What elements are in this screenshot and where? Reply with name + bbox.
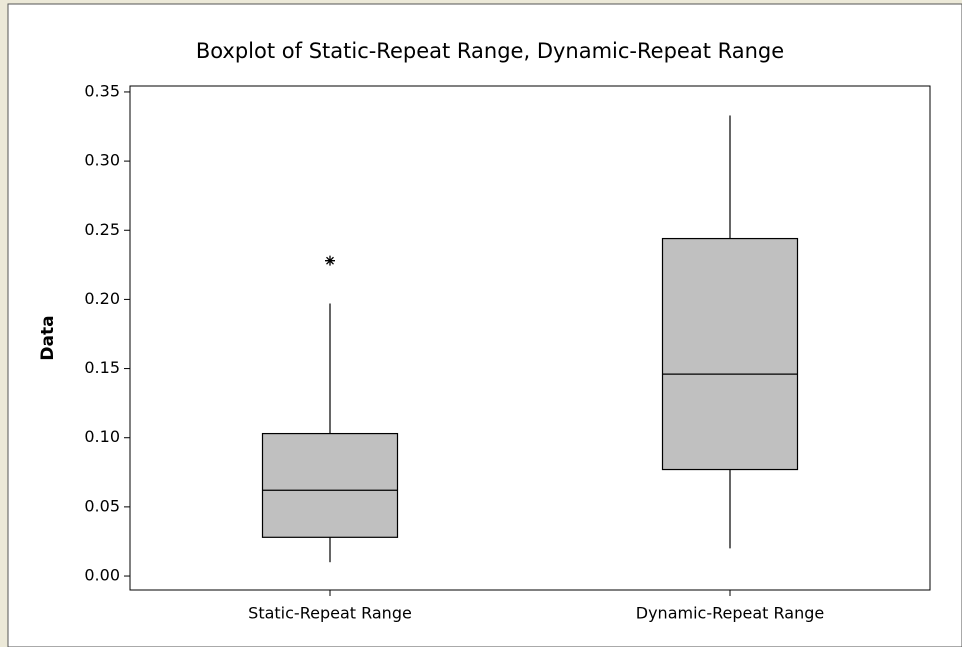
box xyxy=(261,432,399,538)
y-tick-label: 0.30 xyxy=(84,151,120,170)
chart-title: Boxplot of Static-Repeat Range, Dynamic-… xyxy=(196,39,784,63)
plot-frame xyxy=(129,85,931,591)
y-tick-label: 0.00 xyxy=(84,566,120,585)
y-tick-label: 0.20 xyxy=(84,289,120,308)
x-tick-label: Dynamic-Repeat Range xyxy=(636,604,824,623)
chart-panel xyxy=(7,3,962,647)
y-tick-label: 0.10 xyxy=(84,427,120,446)
box xyxy=(661,237,799,471)
x-tick-label: Static-Repeat Range xyxy=(248,604,412,623)
y-tick-label: 0.15 xyxy=(84,358,120,377)
y-tick-label: 0.05 xyxy=(84,496,120,515)
y-tick-label: 0.25 xyxy=(84,220,120,239)
y-axis-label: Data xyxy=(38,315,58,360)
y-tick-label: 0.35 xyxy=(84,81,120,100)
outlier xyxy=(325,255,335,266)
